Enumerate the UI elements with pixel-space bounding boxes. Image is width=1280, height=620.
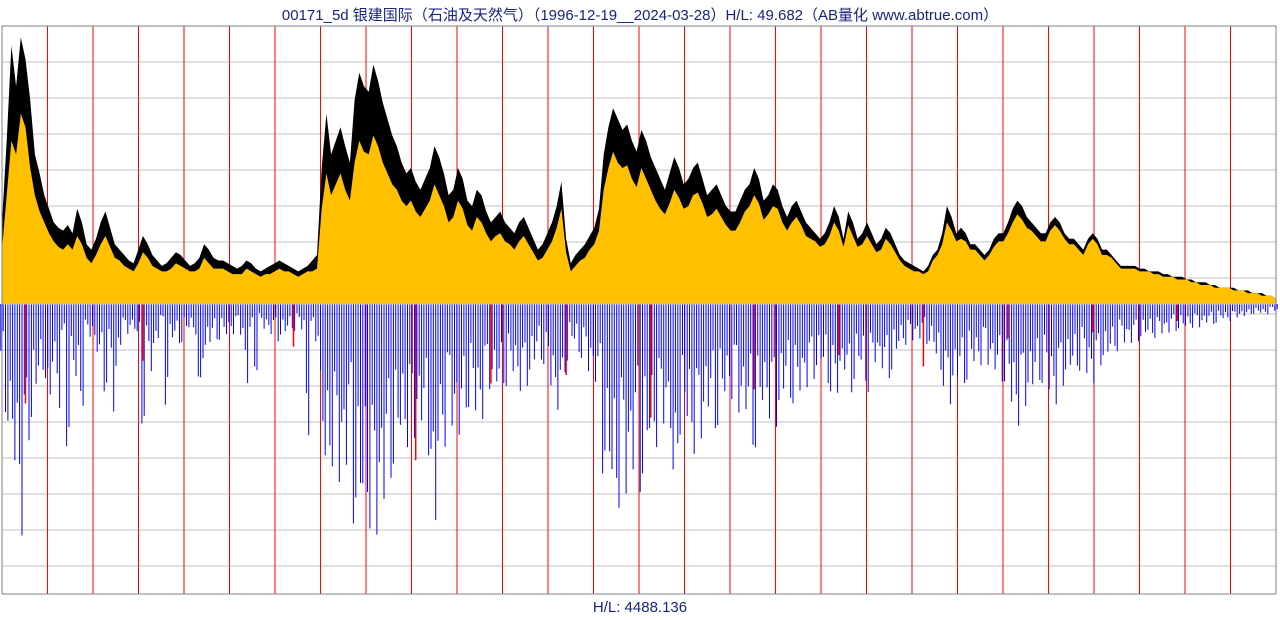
stock-chart (0, 24, 1280, 596)
chart-container (0, 24, 1280, 596)
chart-footer: H/L: 4488.136 (0, 599, 1280, 616)
chart-title: 00171_5d 银建国际（石油及天然气）（1996-12-19__2024-0… (0, 4, 1280, 25)
